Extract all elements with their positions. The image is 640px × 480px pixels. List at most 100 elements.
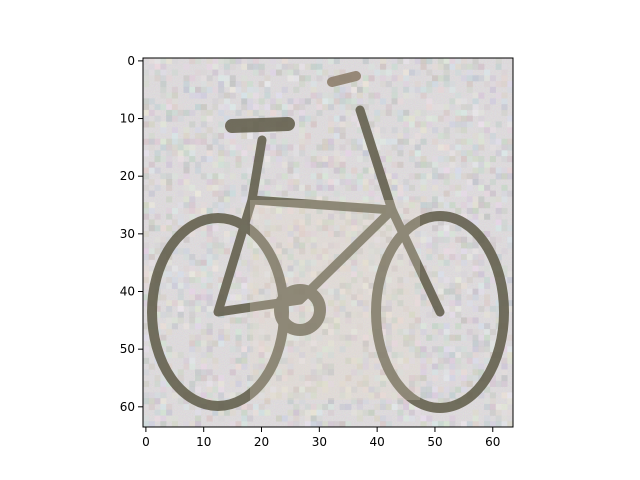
pixel-cell (235, 259, 242, 266)
pixel-cell (403, 219, 410, 226)
pixel-cell (362, 357, 369, 364)
pixel-cell (322, 328, 329, 336)
pixel-cell (432, 173, 439, 180)
pixel-cell (403, 121, 410, 128)
pixel-cell (437, 219, 444, 226)
pixel-cell (507, 340, 513, 347)
pixel-cell (200, 357, 207, 364)
pixel-cell (368, 75, 375, 82)
pixel-cell (304, 230, 311, 238)
pixel-cell (489, 421, 496, 427)
pixel-cell (200, 207, 207, 214)
pixel-cell (484, 403, 491, 411)
pixel-cell (287, 109, 294, 116)
pixel-cell (420, 294, 427, 301)
pixel-cell (484, 386, 491, 393)
pixel-cell (374, 403, 381, 411)
pixel-cell (443, 75, 450, 82)
pixel-cell (148, 248, 155, 255)
pixel-cell (362, 150, 369, 157)
pixel-cell (293, 259, 300, 266)
pixel-cell (489, 392, 496, 399)
pixel-cell (310, 196, 317, 203)
pixel-cell (206, 259, 213, 266)
pixel-cell (426, 271, 433, 278)
pixel-cell (223, 167, 231, 174)
pixel-cell (385, 328, 392, 336)
pixel-cell (183, 196, 190, 203)
pixel-cell (166, 409, 173, 416)
pixel-cell (252, 409, 259, 416)
pixel-cell (507, 242, 513, 249)
pixel-cell (143, 167, 150, 174)
pixel-cell (328, 369, 335, 376)
pixel-cell (362, 213, 369, 220)
pixel-cell (351, 259, 358, 266)
pixel-cell (489, 86, 496, 93)
pixel-cell (397, 254, 404, 261)
pixel-cell (195, 323, 202, 330)
pixel-cell (270, 346, 277, 353)
pixel-cell (356, 248, 363, 255)
pixel-cell (345, 179, 352, 186)
pixel-cell (143, 357, 150, 364)
pixel-cell (460, 213, 468, 220)
pixel-cell (148, 259, 155, 266)
pixel-cell (385, 300, 392, 307)
pixel-cell (397, 369, 404, 376)
pixel-cell (455, 144, 462, 151)
pixel-cell (275, 248, 283, 255)
pixel-cell (339, 311, 346, 318)
pixel-cell (189, 138, 196, 145)
pixel-cell (293, 161, 300, 168)
pixel-cell (449, 363, 456, 370)
pixel-cell (183, 300, 190, 307)
pixel-cell (403, 132, 410, 140)
pixel-cell (449, 63, 456, 70)
pixel-cell (275, 184, 283, 191)
pixel-cell (223, 196, 231, 203)
pixel-cell (247, 346, 254, 353)
pixel-cell (408, 121, 416, 128)
pixel-cell (171, 248, 178, 255)
pixel-cell (171, 219, 178, 226)
pixel-cell (293, 86, 300, 93)
pixel-cell (426, 86, 433, 93)
pixel-cell (501, 219, 508, 226)
pixel-cell (362, 300, 369, 307)
pixel-cell (160, 121, 167, 128)
pixel-cell (299, 207, 306, 214)
pixel-cell (507, 167, 513, 174)
pixel-cell (171, 277, 178, 284)
pixel-cell (275, 98, 283, 105)
pixel-cell (195, 259, 202, 266)
pixel-cell (414, 150, 421, 157)
pixel-cell (293, 184, 300, 191)
pixel-cell (218, 81, 225, 88)
pixel-cell (391, 75, 398, 82)
pixel-cell (472, 288, 479, 295)
pixel-cell (339, 334, 346, 341)
pixel-cell (270, 392, 277, 399)
pixel-cell (432, 248, 439, 255)
pixel-cell (200, 254, 207, 261)
pixel-cell (218, 340, 225, 347)
pixel-cell (495, 202, 502, 209)
pixel-cell (495, 58, 502, 65)
pixel-cell (391, 179, 398, 186)
pixel-cell (397, 161, 404, 168)
pixel-cell (183, 184, 190, 191)
pixel-cell (264, 398, 271, 405)
pixel-cell (218, 392, 225, 399)
pixel-cell (397, 132, 404, 140)
pixel-cell (420, 357, 427, 364)
pixel-cell (195, 415, 202, 422)
pixel-cell (148, 219, 155, 226)
pixel-cell (160, 242, 167, 249)
pixel-cell (322, 317, 329, 324)
pixel-cell (460, 317, 468, 324)
pixel-cell (455, 138, 462, 145)
pixel-cell (455, 254, 462, 261)
pixel-cell (177, 104, 184, 111)
pixel-cell (143, 109, 150, 116)
